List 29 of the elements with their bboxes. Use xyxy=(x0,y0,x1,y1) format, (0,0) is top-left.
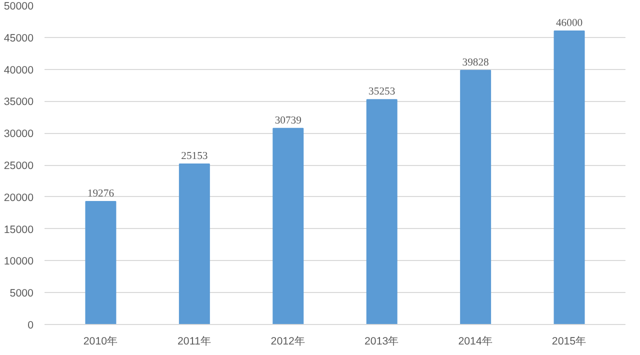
y-tick-label: 0 xyxy=(28,320,34,332)
bar xyxy=(366,99,398,324)
bar xyxy=(460,70,492,324)
data-label: 46000 xyxy=(556,18,583,30)
data-label: 25153 xyxy=(181,151,208,162)
y-tick-label: 20000 xyxy=(4,192,34,204)
y-tick-label: 25000 xyxy=(4,160,34,172)
y-tick-label: 15000 xyxy=(4,224,34,236)
y-tick-label: 10000 xyxy=(4,256,34,268)
bar xyxy=(554,30,585,324)
y-tick-label: 35000 xyxy=(4,96,34,108)
bar xyxy=(85,201,116,324)
bar xyxy=(272,128,304,324)
x-tick-label: 2014年 xyxy=(458,336,493,348)
y-tick-label: 45000 xyxy=(4,32,34,44)
data-label: 35253 xyxy=(368,86,396,98)
x-tick-label: 2012年 xyxy=(270,336,306,348)
bar xyxy=(178,164,210,324)
y-tick-label: 40000 xyxy=(4,64,34,76)
y-tick-label: 5000 xyxy=(10,288,34,300)
data-label: 30739 xyxy=(274,115,302,126)
y-tick-label: 50000 xyxy=(4,0,34,12)
x-tick-label: 2015年 xyxy=(552,336,587,348)
x-tick-label: 2013年 xyxy=(364,336,400,348)
x-tick-label: 2010年 xyxy=(83,336,118,348)
data-label: 19276 xyxy=(87,188,115,200)
y-tick-label: 30000 xyxy=(4,128,34,140)
data-label: 39828 xyxy=(462,57,489,68)
x-tick-label: 2011年 xyxy=(177,336,212,348)
